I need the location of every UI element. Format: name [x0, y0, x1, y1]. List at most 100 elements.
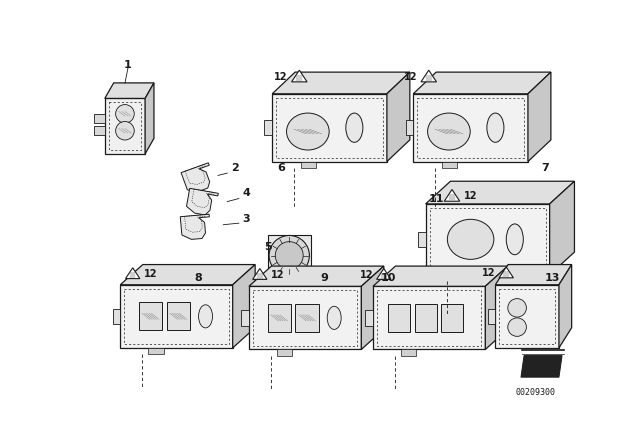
Bar	[377, 290, 481, 345]
Polygon shape	[559, 265, 572, 348]
Polygon shape	[272, 72, 410, 94]
Polygon shape	[301, 162, 316, 168]
Polygon shape	[457, 275, 472, 281]
Text: 7: 7	[541, 163, 549, 173]
Text: 12: 12	[463, 191, 477, 201]
Ellipse shape	[428, 113, 470, 150]
Bar	[124, 289, 229, 344]
Circle shape	[508, 318, 527, 336]
Ellipse shape	[287, 113, 329, 150]
Ellipse shape	[327, 306, 341, 329]
Circle shape	[116, 104, 134, 123]
Ellipse shape	[487, 113, 504, 142]
Bar	[388, 304, 410, 332]
Bar	[139, 302, 162, 330]
Text: 9: 9	[320, 273, 328, 283]
Text: 12: 12	[271, 270, 284, 280]
Polygon shape	[181, 163, 210, 192]
Bar	[276, 98, 383, 158]
Polygon shape	[421, 70, 436, 82]
Text: 12: 12	[482, 268, 495, 278]
Text: 10: 10	[381, 273, 396, 283]
Polygon shape	[401, 349, 417, 356]
Polygon shape	[495, 285, 559, 348]
Bar	[488, 309, 495, 324]
Text: 12: 12	[274, 72, 288, 82]
Text: 5: 5	[264, 242, 272, 252]
Bar	[94, 126, 105, 135]
Polygon shape	[373, 266, 508, 286]
Polygon shape	[186, 188, 218, 215]
Polygon shape	[233, 265, 255, 348]
Bar	[296, 304, 319, 332]
Bar	[415, 304, 436, 332]
Polygon shape	[418, 232, 426, 247]
Polygon shape	[426, 204, 550, 275]
Ellipse shape	[506, 224, 524, 255]
Circle shape	[116, 121, 134, 140]
Bar	[429, 208, 546, 271]
Polygon shape	[495, 265, 572, 285]
Text: 11: 11	[429, 194, 444, 203]
Polygon shape	[277, 349, 292, 356]
Polygon shape	[485, 266, 508, 349]
Polygon shape	[272, 94, 387, 162]
Text: 13: 13	[545, 273, 561, 283]
Ellipse shape	[346, 113, 363, 142]
Polygon shape	[145, 83, 154, 154]
Polygon shape	[292, 70, 307, 82]
Ellipse shape	[447, 220, 494, 259]
Polygon shape	[413, 72, 551, 94]
Bar	[417, 98, 524, 158]
Polygon shape	[113, 309, 120, 324]
Polygon shape	[264, 120, 272, 135]
Text: 2: 2	[231, 163, 239, 173]
Polygon shape	[105, 99, 145, 154]
Bar	[253, 290, 358, 345]
Polygon shape	[180, 214, 209, 239]
Polygon shape	[444, 190, 460, 201]
Text: 3: 3	[243, 214, 250, 224]
Polygon shape	[249, 286, 362, 349]
Polygon shape	[120, 285, 233, 348]
Circle shape	[269, 236, 309, 276]
Text: 12: 12	[143, 269, 157, 279]
Polygon shape	[365, 310, 373, 326]
Text: 00209300: 00209300	[516, 388, 556, 397]
Polygon shape	[528, 72, 551, 162]
Bar	[94, 114, 105, 123]
Bar	[499, 289, 555, 344]
Text: 12: 12	[360, 270, 373, 280]
Polygon shape	[253, 268, 267, 280]
Text: 1: 1	[124, 60, 132, 69]
Polygon shape	[105, 83, 154, 99]
Polygon shape	[550, 181, 575, 275]
Bar	[268, 304, 291, 332]
Text: 8: 8	[195, 273, 202, 283]
Circle shape	[275, 241, 303, 269]
Text: 6: 6	[278, 163, 285, 173]
Text: 4: 4	[243, 188, 251, 198]
Bar	[441, 304, 463, 332]
Bar	[109, 102, 141, 150]
Polygon shape	[442, 162, 458, 168]
Polygon shape	[426, 181, 575, 204]
Polygon shape	[148, 348, 164, 354]
Polygon shape	[413, 94, 528, 162]
Polygon shape	[373, 286, 485, 349]
Polygon shape	[376, 268, 391, 280]
Text: 12: 12	[404, 72, 417, 82]
Polygon shape	[499, 267, 513, 278]
Polygon shape	[362, 266, 384, 349]
Polygon shape	[249, 266, 384, 286]
Circle shape	[508, 299, 527, 317]
Polygon shape	[120, 265, 255, 285]
Polygon shape	[125, 268, 140, 279]
Ellipse shape	[198, 305, 212, 328]
Polygon shape	[521, 356, 562, 377]
Polygon shape	[406, 120, 413, 135]
Polygon shape	[241, 310, 249, 326]
Polygon shape	[387, 72, 410, 162]
Bar	[167, 302, 190, 330]
Polygon shape	[268, 236, 311, 276]
